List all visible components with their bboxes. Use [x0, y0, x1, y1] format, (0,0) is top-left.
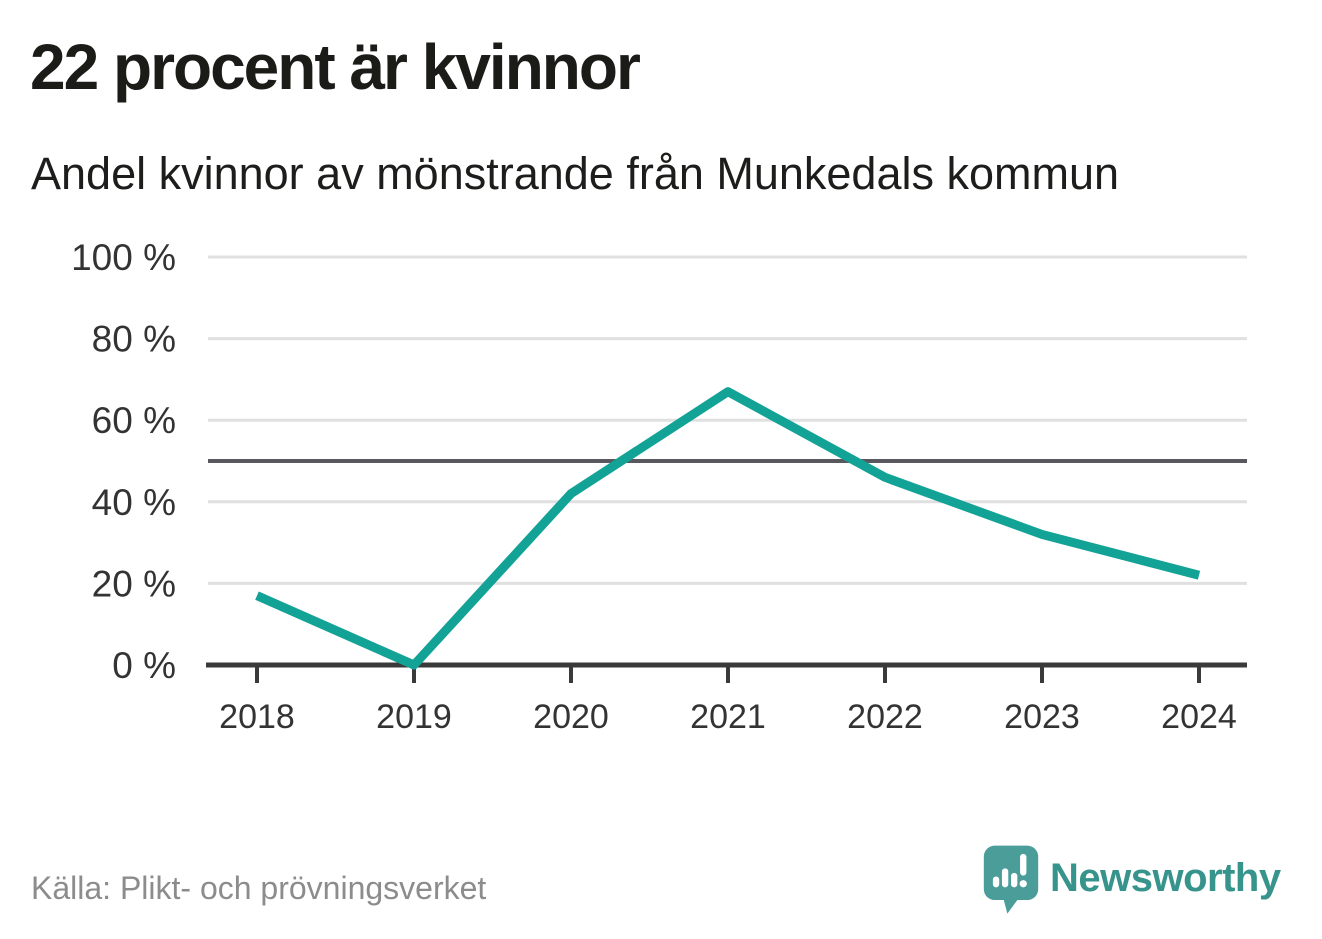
- y-axis-label: 60 %: [92, 400, 176, 441]
- x-axis-label: 2019: [376, 698, 452, 736]
- newsworthy-bubble-icon: [983, 845, 1039, 914]
- bar-medium: [1011, 872, 1018, 888]
- data-line: [255, 387, 1201, 670]
- y-axis-label: 80 %: [92, 319, 176, 360]
- bar-tall: [1001, 868, 1009, 888]
- x-axis-label: 2018: [219, 698, 295, 736]
- x-axis-label: 2020: [533, 698, 609, 736]
- y-axis-label: 0 %: [112, 645, 176, 686]
- newsworthy-logo: Newsworthy: [982, 843, 1281, 919]
- x-axis-label: 2021: [690, 698, 766, 736]
- y-axis-label: 100 %: [71, 237, 176, 278]
- bar-small: [992, 876, 1000, 888]
- y-axis-label: 20 %: [92, 563, 176, 604]
- chart-subtitle: Andel kvinnor av mönstrande från Munkeda…: [31, 148, 1120, 199]
- y-axis-label: 40 %: [92, 482, 176, 523]
- x-axis-label: 2023: [1004, 698, 1080, 736]
- brand-wordmark: Newsworthy: [1050, 856, 1281, 900]
- x-axis-label: 2022: [847, 698, 923, 736]
- exclamation-stem: [1020, 853, 1027, 876]
- exclamation-dot: [1019, 880, 1027, 888]
- source-note: Källa: Plikt- och prövningsverket: [31, 870, 487, 906]
- page-title: 22 procent är kvinnor: [30, 31, 641, 103]
- x-axis-label: 2024: [1161, 698, 1237, 736]
